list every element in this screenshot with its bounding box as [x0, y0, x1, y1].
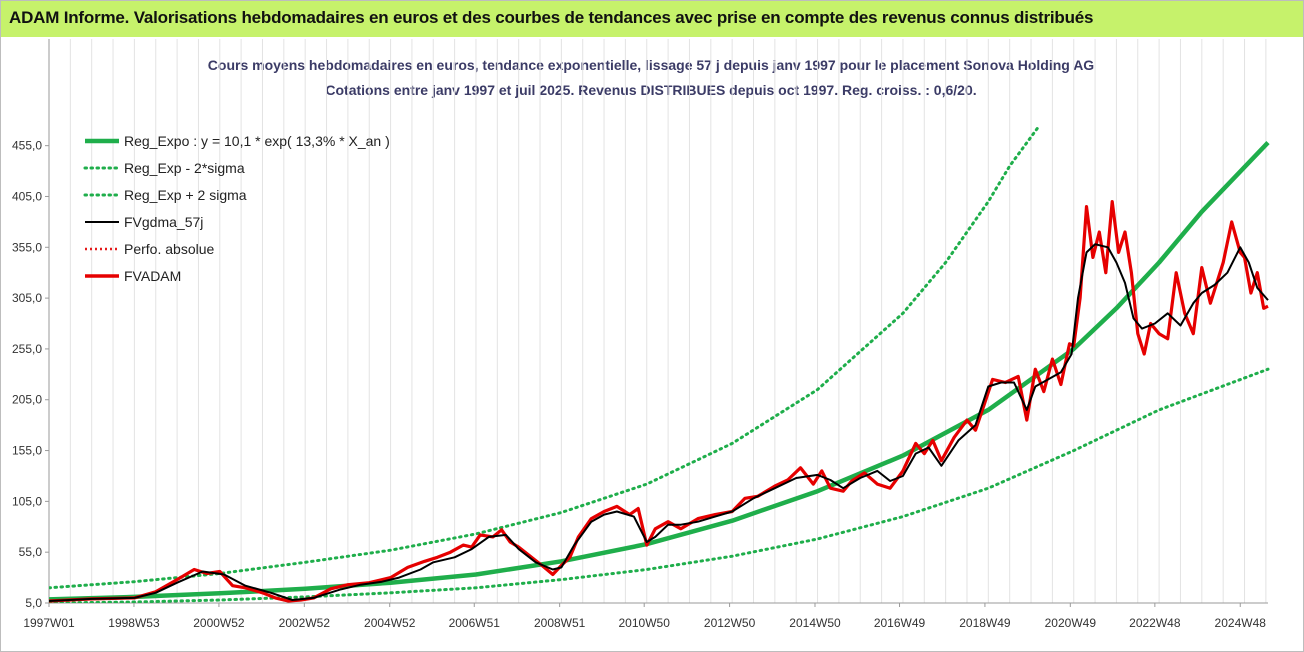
x-tick-label: 2016W49 — [874, 616, 926, 630]
x-tick-label: 2024W48 — [1215, 616, 1267, 630]
chart-title-line-2: Cotations entre janv 1997 et juil 2025. … — [325, 82, 977, 98]
x-tick-label: 2000W52 — [193, 616, 245, 630]
x-tick-label: 2006W51 — [449, 616, 501, 630]
x-tick-label: 2008W51 — [534, 616, 586, 630]
series-line-3 — [49, 243, 1269, 602]
y-tick-label: 305,0 — [12, 291, 42, 305]
legend-label: Reg_Exp - 2*sigma — [124, 160, 245, 176]
axis-layer: 5,0 55,0 105,0 155,0 205,0 255,0 305,0 355,0 405… — [12, 39, 1268, 630]
grid-layer — [48, 39, 1267, 603]
x-tick-label: 1997W01 — [23, 616, 75, 630]
series-layer — [49, 123, 1270, 603]
chart-legend: Reg_Expo : y = 10,1 * exp( 13,3% * X_an … — [83, 133, 390, 284]
y-tick-label: 105,0 — [12, 494, 42, 508]
y-tick-label: 155,0 — [12, 444, 42, 458]
x-tick-label: 1998W53 — [108, 616, 160, 630]
y-tick-label: 255,0 — [12, 342, 42, 356]
x-tick-label: 2010W50 — [619, 616, 671, 630]
legend-label: Reg_Expo : y = 10,1 * exp( 13,3% * X_an … — [124, 133, 390, 149]
series-line-0 — [49, 141, 1270, 602]
series-line-2 — [49, 123, 1042, 590]
y-tick-label: 455,0 — [12, 139, 42, 153]
y-tick-label: 55,0 — [19, 545, 43, 559]
report-title: ADAM Informe. Valorisations hebdomadaire… — [9, 8, 1094, 27]
x-tick-label: 2018W49 — [959, 616, 1011, 630]
legend-label: Reg_Exp + 2 sigma — [124, 187, 247, 203]
x-tick-label: 2022W48 — [1129, 616, 1181, 630]
legend-label: Perfo. absolue — [124, 241, 214, 257]
y-tick-label: 355,0 — [12, 240, 42, 254]
report-banner: ADAM Informe. Valorisations hebdomadaire… — [1, 1, 1303, 37]
y-tick-label: 205,0 — [12, 393, 42, 407]
x-tick-label: 2014W50 — [789, 616, 841, 630]
legend-label: FVADAM — [124, 268, 181, 284]
y-tick-label: 405,0 — [12, 189, 42, 203]
x-tick-label: 2012W50 — [704, 616, 756, 630]
series-line-1 — [49, 367, 1270, 603]
chart-title-line-1: Cours moyens hebdomadaires en euros, ten… — [207, 57, 1095, 73]
x-tick-label: 2004W52 — [364, 616, 416, 630]
series-line-5 — [49, 200, 1269, 603]
y-tick-label: 5,0 — [25, 596, 42, 610]
x-tick-label: 2002W52 — [279, 616, 331, 630]
x-tick-label: 2020W49 — [1045, 616, 1097, 630]
legend-label: FVgdma_57j — [124, 214, 203, 230]
